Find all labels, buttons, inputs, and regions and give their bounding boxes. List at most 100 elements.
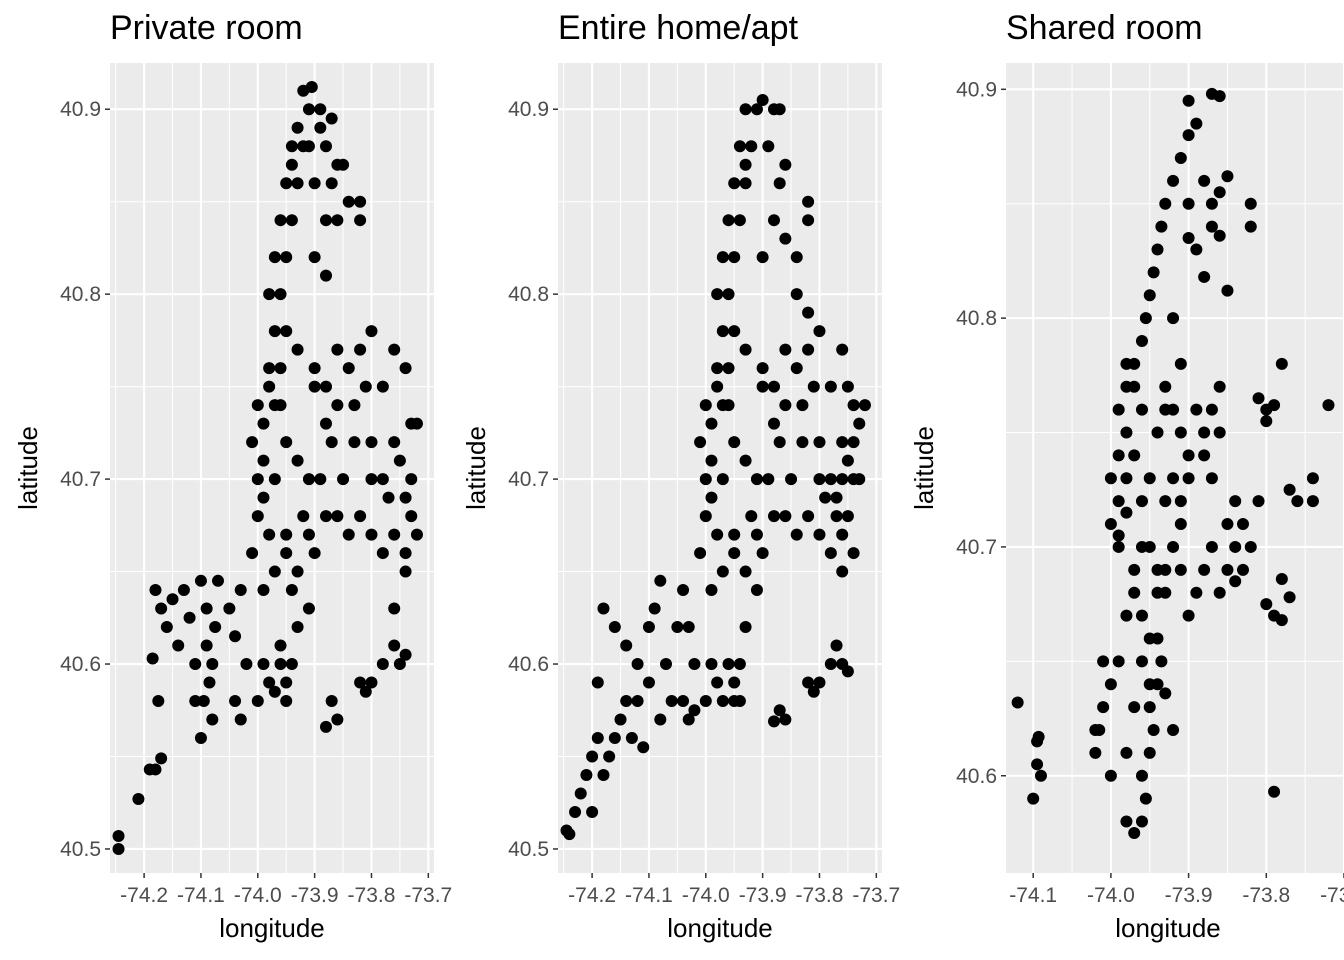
data-point [1229,495,1242,508]
panel-shared-room: Shared room 40.640.740.840.9 -74.1 -74.0-… [909,9,1344,943]
data-point [280,325,293,338]
data-point [768,715,780,728]
data-point [711,380,724,393]
data-point [1120,506,1133,519]
data-point [263,676,276,689]
y-tick-label: 40.5 [60,838,101,861]
y-axis: 40.5 40.6 40.7 40.8 40.9 [508,98,558,861]
data-point [841,380,854,393]
data-point [1190,586,1203,599]
data-point [1139,792,1152,805]
data-point [569,805,582,818]
data-point [257,584,270,597]
data-point [302,103,315,116]
data-point [393,658,406,671]
data-point [1112,540,1125,553]
data-point [1027,792,1040,805]
data-point [274,639,287,652]
data-point [637,741,650,754]
data-point [739,158,752,171]
data-point [802,510,815,523]
data-point [160,621,173,634]
data-point [155,602,168,615]
data-point [1120,357,1133,370]
data-point [246,436,259,449]
data-point [745,140,758,153]
data-point [268,325,281,338]
data-point [1167,174,1180,187]
x-tick-label: -74.2 [120,884,168,907]
data-point [756,362,769,375]
data-point [688,704,701,717]
data-point [291,343,304,356]
data-point [189,658,202,671]
data-point [1174,495,1187,508]
data-point [285,584,298,597]
data-point [586,750,599,763]
x-tick-label: -73.7 [1320,884,1344,907]
data-point [189,695,202,708]
data-point [1031,758,1044,771]
data-point [393,454,406,467]
data-point [1143,678,1156,691]
y-tick-label: 40.9 [60,98,101,121]
data-point [802,343,815,356]
data-point [1182,449,1195,462]
data-point [1112,655,1125,668]
data-point [819,491,832,504]
data-point [194,574,207,587]
data-point [337,158,350,171]
data-point [132,793,145,806]
data-point [1221,284,1234,297]
data-point [1198,426,1211,439]
x-tick-label: -74.1 [625,884,673,907]
data-point [768,214,780,227]
data-point [1135,815,1148,828]
x-tick-label: -74.2 [568,884,616,907]
data-point [365,676,378,689]
data-point [699,473,712,486]
data-point [1128,826,1141,839]
y-axis: 40.6 40.7 40.8 40.9 [956,78,1006,788]
data-point [257,658,270,671]
data-point [1252,495,1265,508]
data-point [209,621,222,634]
panel-entire-home-apt: Entire home/apt 40.5 40.6 40.7 40.8 40.9 -74… [461,9,900,943]
data-point [280,251,293,264]
data-point [308,177,321,190]
data-point [603,750,616,763]
data-point [733,140,746,153]
data-point [365,473,378,486]
data-point [716,251,729,264]
data-point [1097,655,1110,668]
data-point [388,436,401,449]
data-point [1213,586,1226,599]
data-point [1147,723,1160,736]
data-point [280,547,293,560]
data-point [750,584,763,597]
data-point [229,695,242,708]
data-point [762,473,775,486]
data-point [1089,723,1102,736]
data-point [410,528,423,541]
y-tick-label: 40.8 [60,283,101,306]
data-point [1260,598,1273,611]
data-point [251,510,264,523]
data-point [388,639,401,652]
data-point [722,399,735,412]
data-point [830,510,843,523]
data-point [830,491,843,504]
data-point [665,695,678,708]
data-point [779,232,792,245]
data-point [660,658,672,671]
data-point [1221,518,1234,531]
y-tick-label: 40.7 [508,468,549,491]
data-point [1143,472,1156,485]
data-point [1135,540,1148,553]
data-point [779,713,792,726]
y-axis-title: latitude [909,426,939,510]
data-point [705,584,718,597]
data-point [268,685,281,698]
data-point [1151,632,1164,645]
